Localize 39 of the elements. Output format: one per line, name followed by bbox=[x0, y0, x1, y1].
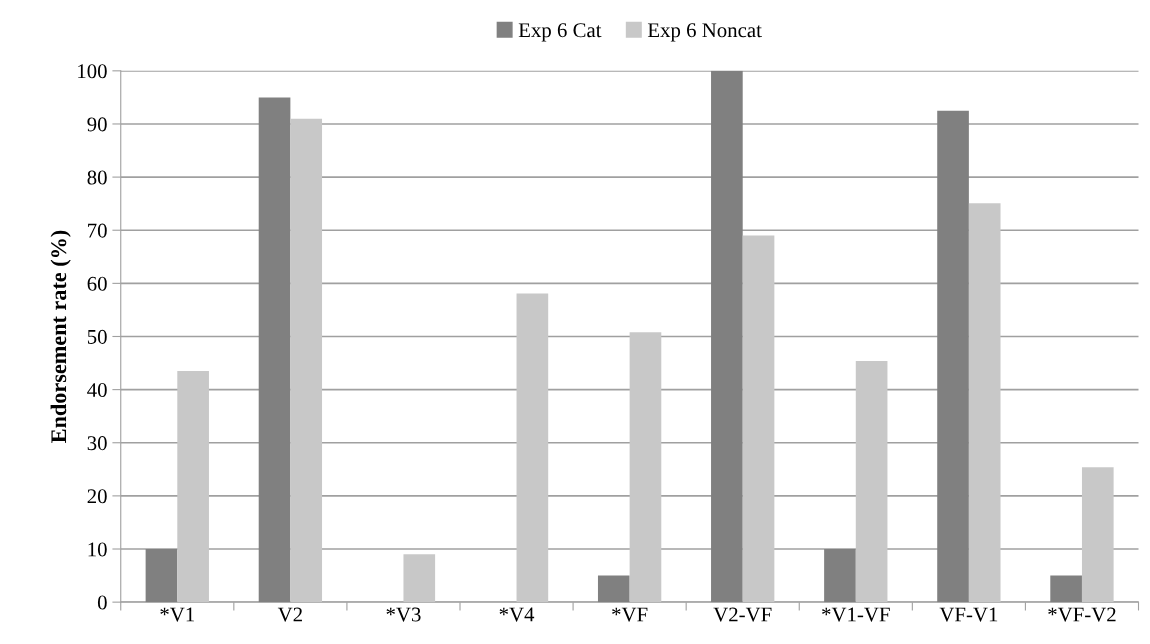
y-tick-label: 70 bbox=[88, 223, 107, 238]
bar bbox=[290, 118, 323, 603]
bar bbox=[937, 110, 969, 603]
y-tick-label: 0 bbox=[97, 595, 107, 610]
bar bbox=[1081, 467, 1114, 603]
x-tick-label: *V3 bbox=[386, 607, 421, 622]
x-tick-label: *V1-VF bbox=[822, 607, 890, 622]
x-tick-label: V2-VF bbox=[713, 607, 772, 622]
bar bbox=[145, 549, 178, 603]
y-tick-label: 40 bbox=[87, 382, 107, 398]
y-tick-label: 80 bbox=[87, 170, 107, 185]
x-tick-label: VF-V1 bbox=[939, 607, 998, 622]
x-tick-label: V2 bbox=[277, 607, 302, 622]
bar bbox=[629, 332, 662, 603]
y-tick-label: 60 bbox=[87, 276, 107, 291]
x-tick-label: *VF-V2 bbox=[1048, 607, 1116, 622]
bar bbox=[824, 549, 856, 603]
y-tick-label: 30 bbox=[87, 436, 107, 451]
bar bbox=[1050, 575, 1082, 603]
y-tick-label: 10 bbox=[88, 542, 107, 557]
x-tick-label: *V1 bbox=[160, 607, 194, 622]
bar bbox=[742, 235, 775, 603]
bar bbox=[403, 554, 436, 603]
bar bbox=[855, 360, 888, 603]
x-tick-label: *V4 bbox=[499, 607, 535, 622]
bar bbox=[711, 70, 743, 603]
y-tick-label: 90 bbox=[87, 117, 107, 132]
bar bbox=[597, 575, 630, 603]
y-tick-label: 50 bbox=[87, 329, 107, 344]
legend-label: Exp 6 Noncat bbox=[647, 23, 762, 42]
bar bbox=[258, 97, 291, 603]
bar bbox=[516, 293, 549, 603]
y-axis-title: Endorsement rate (%) bbox=[50, 230, 71, 443]
bar bbox=[968, 203, 1001, 603]
x-tick-label: *VF bbox=[612, 607, 648, 622]
y-tick-label: 100 bbox=[78, 64, 107, 79]
legend-label: Exp 6 Cat bbox=[518, 23, 602, 42]
y-tick-label: 20 bbox=[87, 489, 107, 504]
bar bbox=[177, 371, 209, 603]
